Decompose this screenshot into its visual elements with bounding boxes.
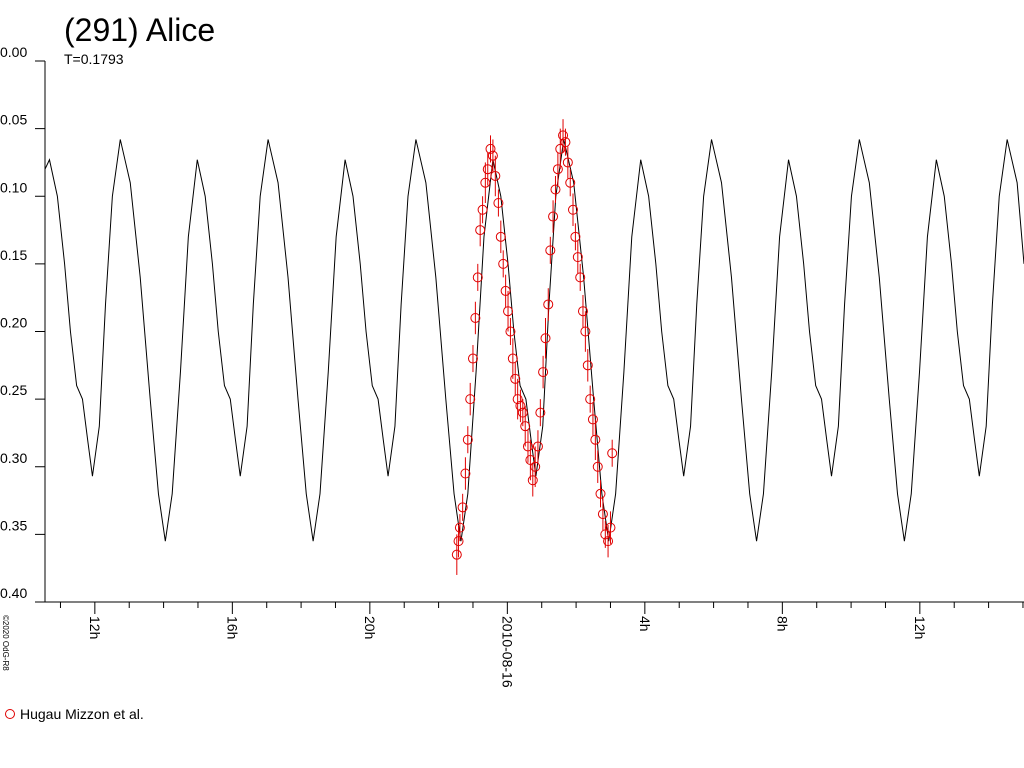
observation: [577, 306, 588, 317]
observation: [535, 407, 546, 418]
legend-label: Hugau Mizzon et al.: [20, 706, 144, 722]
observation: [587, 414, 598, 425]
observation: [517, 407, 528, 418]
observation: [454, 522, 465, 533]
observation: [552, 164, 563, 175]
observation: [568, 204, 578, 215]
observation: [562, 157, 573, 168]
observation: [527, 475, 538, 486]
observation: [457, 502, 468, 513]
model-curve: [44, 139, 1024, 542]
observation: [460, 468, 471, 479]
x-tick-label: 2010-08-16: [499, 616, 515, 688]
observation: [490, 170, 501, 181]
observation: [493, 198, 504, 209]
observation: [582, 360, 593, 371]
observation: [503, 306, 514, 317]
observation: [480, 177, 491, 188]
y-tick-label: 0.25: [0, 382, 27, 398]
x-tick-label: 12h: [912, 616, 928, 639]
observation: [487, 150, 498, 161]
observation: [532, 441, 543, 452]
observation: [555, 143, 566, 154]
observation: [570, 231, 581, 242]
observation: [592, 461, 603, 472]
observation: [495, 231, 506, 242]
x-tick-label: 4h: [637, 616, 653, 632]
observation: [482, 164, 493, 175]
observation: [472, 272, 483, 283]
observation: [510, 373, 521, 384]
observation: [540, 333, 551, 344]
x-tick-label: 16h: [224, 616, 240, 639]
observation: [522, 441, 533, 452]
observation: [595, 488, 606, 499]
observation: [470, 312, 481, 323]
observation: [498, 258, 509, 269]
observation: [477, 204, 488, 215]
observation: [538, 367, 549, 378]
observation: [545, 245, 556, 256]
credit: ©2020 OdG-R8: [1, 615, 10, 671]
observation: [605, 522, 616, 533]
observation: [485, 143, 496, 154]
y-tick-label: 0.10: [0, 179, 27, 195]
observation: [507, 353, 518, 364]
observation: [548, 211, 559, 222]
observation: [543, 299, 554, 310]
observation: [575, 272, 586, 283]
y-tick-label: 0.40: [0, 585, 27, 601]
observation: [475, 225, 486, 236]
observation: [600, 529, 611, 540]
observation: [580, 326, 591, 337]
observation: [597, 509, 608, 520]
observation: [462, 434, 473, 445]
observation: [558, 130, 569, 141]
observation: [500, 285, 511, 296]
observation: [453, 536, 464, 547]
y-tick-label: 0.20: [0, 315, 27, 331]
observation: [565, 177, 576, 188]
x-tick-label: 12h: [87, 616, 103, 639]
y-tick-label: 0.05: [0, 112, 27, 128]
observation: [512, 394, 523, 405]
chart-subtitle: T=0.1793: [64, 51, 124, 67]
observation: [550, 184, 561, 195]
x-tick-label: 8h: [774, 616, 790, 632]
y-tick-label: 0.00: [0, 44, 27, 60]
observation: [520, 421, 531, 432]
y-tick-label: 0.15: [0, 247, 27, 263]
observation: [467, 353, 478, 364]
y-tick-label: 0.35: [0, 517, 27, 533]
observation: [505, 326, 516, 337]
legend-marker: [5, 709, 15, 719]
observation: [451, 549, 462, 560]
observation: [585, 394, 596, 405]
observation: [603, 536, 614, 547]
observation: [572, 252, 583, 263]
observation: [590, 434, 601, 445]
y-tick-label: 0.30: [0, 450, 27, 466]
x-tick-label: 20h: [362, 616, 378, 639]
chart-title: (291) Alice: [64, 12, 215, 48]
observation: [530, 461, 541, 472]
observation: [560, 137, 571, 148]
observation: [607, 448, 618, 459]
observation: [465, 394, 476, 405]
